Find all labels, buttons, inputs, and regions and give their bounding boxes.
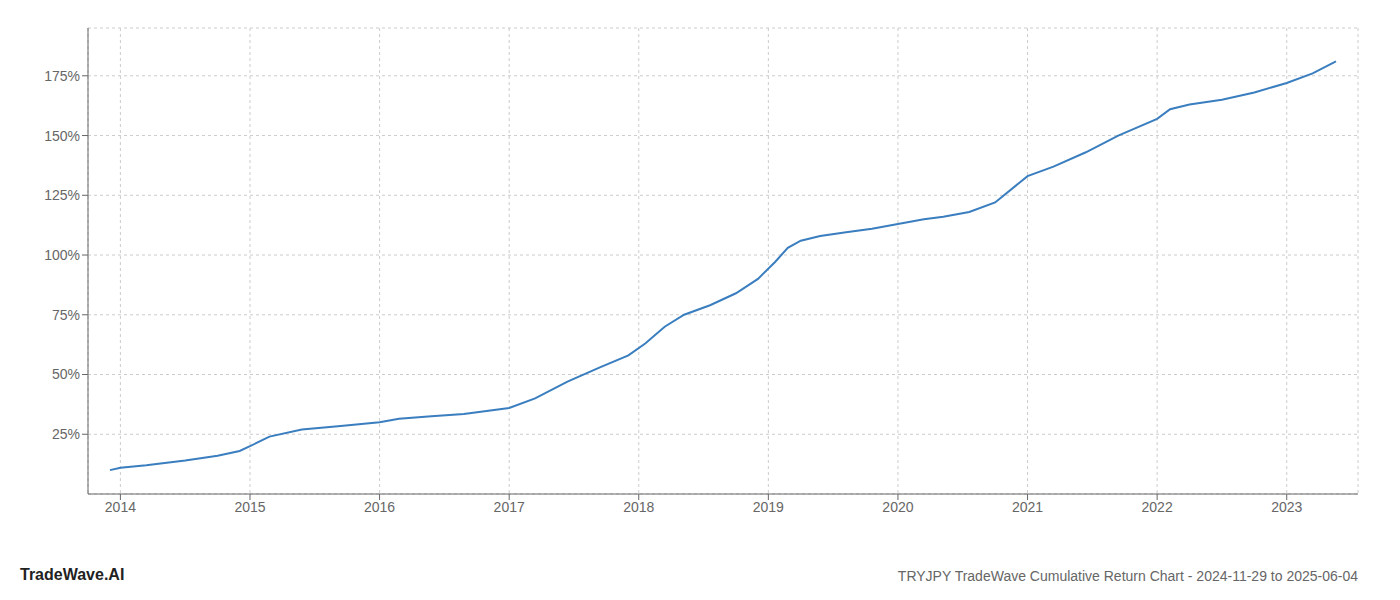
svg-text:100%: 100% [44, 247, 80, 263]
svg-text:150%: 150% [44, 128, 80, 144]
svg-text:2023: 2023 [1271, 499, 1302, 515]
svg-text:2022: 2022 [1142, 499, 1173, 515]
svg-text:175%: 175% [44, 68, 80, 84]
svg-text:2016: 2016 [364, 499, 395, 515]
svg-text:2015: 2015 [234, 499, 265, 515]
svg-text:2018: 2018 [623, 499, 654, 515]
svg-text:50%: 50% [52, 366, 80, 382]
svg-text:2017: 2017 [494, 499, 525, 515]
html-text:TradeWave.AI: TradeWave.AI [20, 566, 125, 583]
svg-text:2014: 2014 [105, 499, 136, 515]
svg-text:75%: 75% [52, 307, 80, 323]
svg-text:125%: 125% [44, 187, 80, 203]
html-text:TRYJPY TradeWave Cumulative Re: TRYJPY TradeWave Cumulative Return Chart… [897, 568, 1358, 584]
svg-text:2019: 2019 [753, 499, 784, 515]
svg-text:2020: 2020 [882, 499, 913, 515]
svg-text:2021: 2021 [1012, 499, 1043, 515]
svg-text:25%: 25% [52, 426, 80, 442]
